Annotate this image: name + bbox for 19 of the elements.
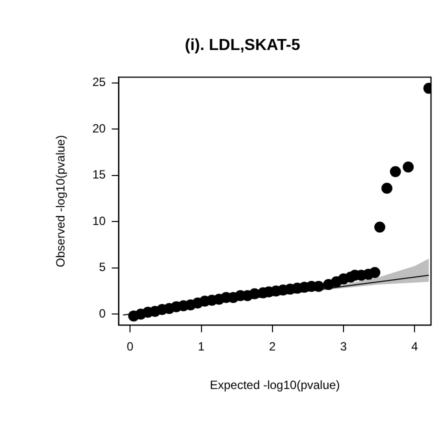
point <box>381 182 392 194</box>
chart-title: (i). LDL,SKAT-5 <box>184 37 300 54</box>
y-tick-label: 15 <box>92 168 106 182</box>
y-tick-label: 10 <box>92 214 106 228</box>
y-tick-label: 25 <box>92 75 106 90</box>
x-tick-label: 1 <box>198 340 205 354</box>
x-axis-title: Expected -log10(pvalue) <box>210 378 340 392</box>
y-tick-label: 5 <box>99 260 106 274</box>
y-tick-label: 20 <box>92 121 106 136</box>
point <box>369 266 380 278</box>
y-axis-title: Observed -log10(pvalue) <box>54 135 68 268</box>
x-tick-label: 4 <box>411 340 418 354</box>
point <box>390 166 401 178</box>
y-tick-label: 0 <box>99 306 106 320</box>
point <box>402 161 414 172</box>
x-tick-label: 2 <box>269 340 276 354</box>
x-tick-label: 3 <box>340 340 348 354</box>
x-tick-label: 0 <box>126 340 134 354</box>
point <box>374 222 386 233</box>
